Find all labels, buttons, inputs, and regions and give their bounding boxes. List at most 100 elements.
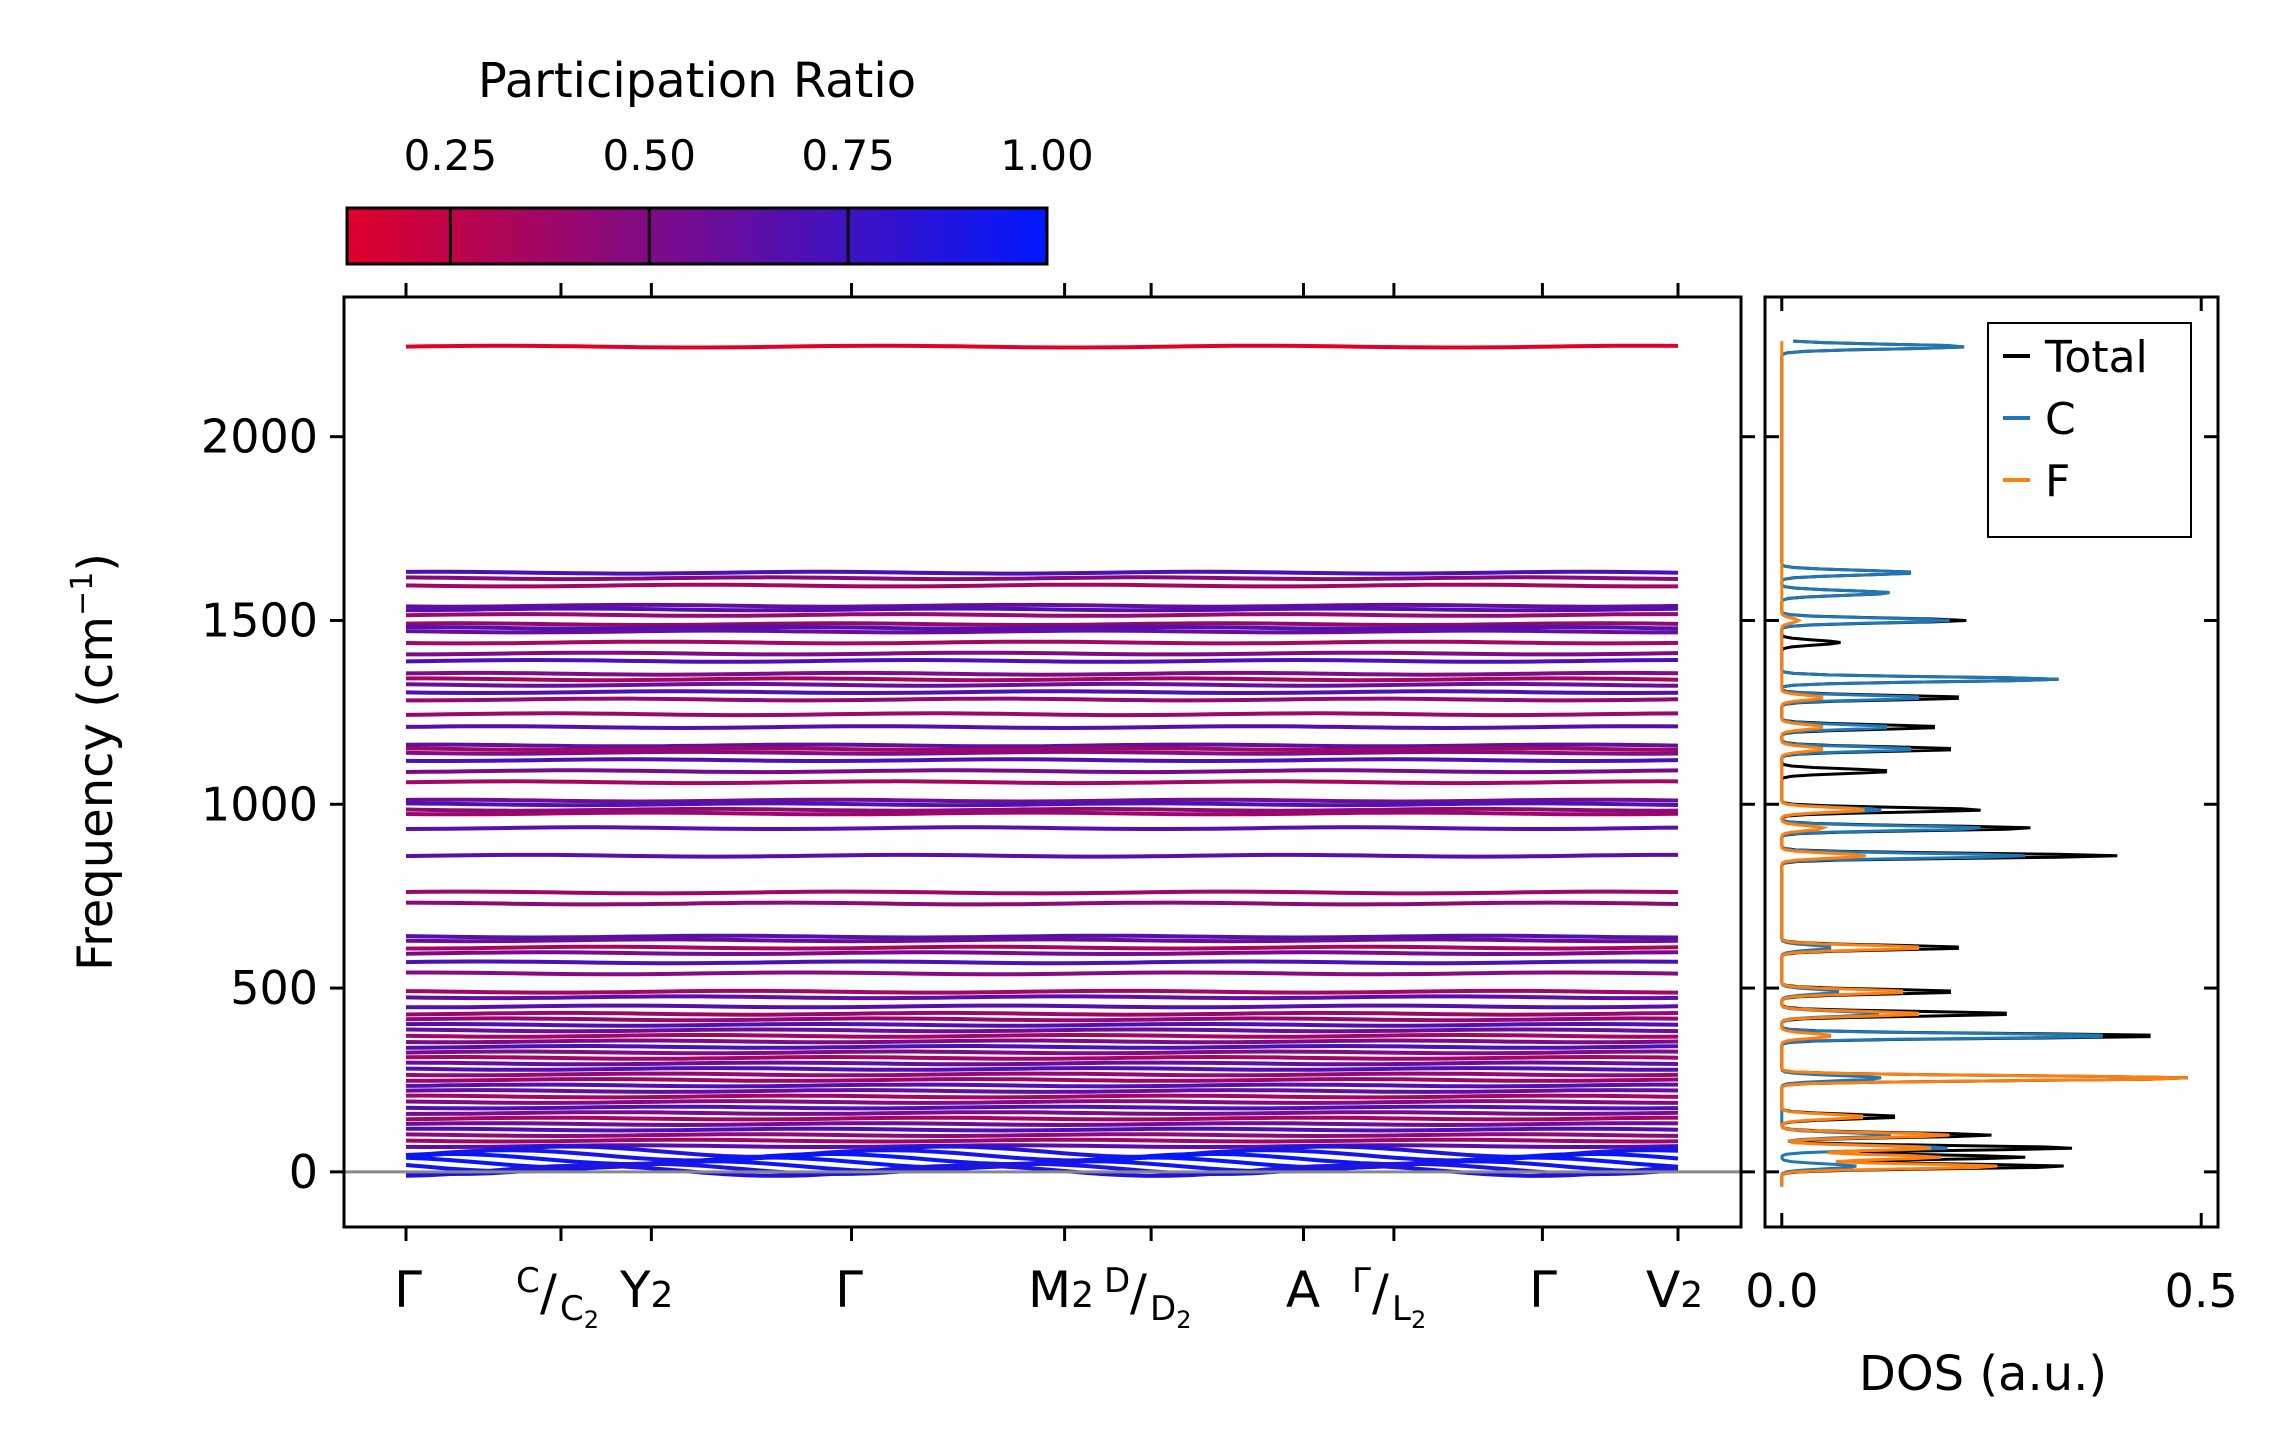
band-line (405, 1137, 1679, 1144)
band-line (405, 1038, 1679, 1045)
kpath-labels: Γ C / C2 Y2 Γ M2 D / D2 A Γ / L2 Γ V2 (394, 1261, 1703, 1334)
band-line (405, 746, 1679, 752)
dos-plot-frame (1763, 295, 2220, 1229)
band-line (405, 1043, 1679, 1050)
kpath-label-y2: Y2 (619, 1261, 673, 1319)
svg-text:Frequency (cm−1): Frequency (cm−1) (65, 553, 124, 971)
colorbar-tick-label: 0.75 (801, 131, 895, 180)
band-line (405, 724, 1679, 731)
band-line (405, 810, 1679, 817)
dos-legend: Total CF (1987, 322, 2192, 538)
band-line (406, 944, 1679, 951)
band-line (405, 801, 1679, 808)
kpath-label-c-c2-slash: / (540, 1264, 557, 1322)
band-line (405, 937, 1679, 944)
band-line (405, 582, 1678, 589)
band-line (405, 1115, 1679, 1122)
band-line (405, 1104, 1679, 1111)
band-line (406, 650, 1679, 657)
band-line (405, 681, 1679, 688)
band-line (406, 970, 1679, 977)
dos-curve-f (1780, 341, 2188, 1187)
band-line (405, 625, 1679, 631)
kpath-label-d-d2: D (1104, 1261, 1130, 1301)
band-line (405, 889, 1679, 896)
band-line (405, 606, 1679, 613)
band-line (406, 1093, 1679, 1100)
band-line (405, 797, 1679, 804)
band-line (405, 628, 1678, 635)
band-line (405, 343, 1679, 350)
kpath-label-gamma-2: Γ (835, 1261, 863, 1319)
y-tick-label: 1000 (201, 777, 318, 831)
colorbar (345, 206, 1049, 266)
band-line (406, 676, 1679, 683)
colorbar-ticks (448, 208, 850, 264)
band-line (405, 1060, 1679, 1067)
band-line (405, 689, 1679, 695)
kpath-label-gamma-l2: Γ (1352, 1261, 1371, 1301)
band-structure-lines (405, 343, 1679, 1178)
legend-frame (1987, 322, 2192, 538)
band-line (405, 1049, 1679, 1056)
band-line (405, 1088, 1679, 1094)
band-y-ticks: 0 500 1000 1500 2000 (201, 410, 1755, 1199)
dos-x-ticks: 0.0 0.5 (1745, 297, 2238, 1318)
band-line (405, 1143, 1679, 1149)
band-line (405, 749, 1679, 756)
band-line (405, 757, 1679, 763)
kpath-label-gamma-3: Γ (1529, 1261, 1557, 1319)
band-line (405, 806, 1679, 813)
kpath-label-gamma-l2-slash: / (1372, 1264, 1389, 1322)
kpath-label-a: A (1286, 1261, 1320, 1319)
band-line (405, 639, 1679, 646)
band-line (405, 779, 1679, 786)
band-line (405, 621, 1679, 627)
kpath-label-m2: M2 (1028, 1261, 1094, 1319)
dos-x-axis-label: DOS (a.u.) (1859, 1346, 2107, 1402)
colorbar-tick-labels: 0.25 0.50 0.75 1.00 (404, 131, 1094, 180)
dos-y-ticks (1765, 435, 2218, 1174)
band-line (405, 1010, 1679, 1017)
band-line (405, 1066, 1678, 1072)
band-line (405, 1121, 1679, 1128)
band-k-ticks (404, 283, 1680, 1241)
band-line (405, 1082, 1678, 1089)
kpath-label-gamma-1: Γ (394, 1261, 422, 1319)
band-line (405, 933, 1679, 940)
band-line (405, 602, 1679, 609)
colorbar-tick-label: 0.25 (404, 131, 498, 180)
y-tick-label: 1500 (201, 593, 318, 647)
band-line (405, 959, 1679, 966)
band-line (405, 569, 1679, 576)
kpath-label-c-c2-sub: C2 (560, 1289, 599, 1334)
band-line (405, 988, 1679, 995)
band-line (405, 1027, 1679, 1034)
kpath-label-v2: V2 (1646, 1261, 1703, 1319)
kpath-label-c-c2: C (516, 1261, 540, 1301)
band-line (405, 657, 1679, 664)
band-line (405, 852, 1678, 859)
band-line (405, 575, 1679, 582)
band-line (405, 742, 1679, 749)
dos-x-tick-label: 0.5 (2165, 1264, 2238, 1318)
kpath-label-d-d2-slash: / (1130, 1264, 1147, 1322)
band-line (405, 612, 1678, 618)
band-line (405, 1022, 1679, 1028)
band-plot-frame (342, 295, 1743, 1229)
y-tick-label: 2000 (201, 410, 318, 464)
band-line (405, 1132, 1679, 1139)
band-line (405, 768, 1679, 775)
band-line (405, 1144, 1679, 1159)
legend-label: C (2045, 394, 2076, 445)
band-line (406, 1110, 1679, 1116)
band-line (405, 1099, 1679, 1105)
band-line (405, 950, 1679, 956)
band-line (405, 1126, 1679, 1133)
band-line (405, 670, 1679, 677)
band-line (406, 1003, 1679, 1010)
band-line (406, 1077, 1679, 1083)
kpath-label-gamma-l2-sub: L2 (1392, 1289, 1426, 1334)
dos-curves (1780, 339, 2188, 1187)
